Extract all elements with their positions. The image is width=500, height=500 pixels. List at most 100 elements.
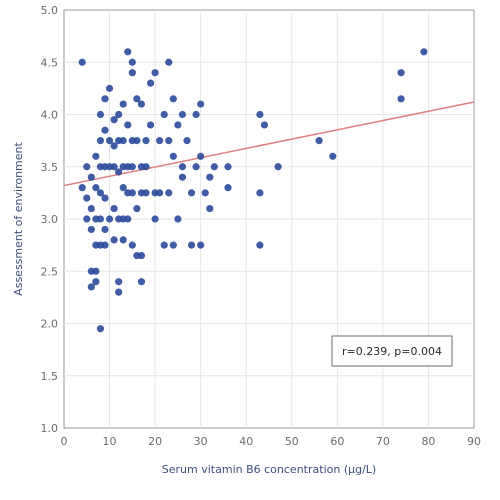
- data-point: [197, 100, 205, 108]
- data-point: [165, 189, 173, 197]
- x-tick-label: 90: [467, 435, 481, 448]
- stat-annotation-box: r=0.239, p=0.004: [331, 335, 453, 367]
- y-tick-label: 3.5: [41, 161, 59, 174]
- data-point: [187, 189, 196, 197]
- data-point: [128, 69, 136, 77]
- data-point: [110, 142, 118, 150]
- y-axis-label: Assessment of environment: [12, 141, 25, 295]
- data-point: [156, 189, 164, 197]
- data-point: [133, 137, 141, 145]
- x-tick-labels: 0 10 20 30 40 50 60 70 80 90: [61, 435, 482, 448]
- y-tick-label: 4.5: [41, 56, 59, 69]
- data-point: [83, 215, 91, 223]
- data-point: [397, 69, 405, 77]
- x-tick-label: 40: [239, 435, 253, 448]
- y-tick-label: 1.0: [41, 422, 59, 435]
- data-point: [96, 325, 105, 333]
- data-point: [169, 95, 177, 103]
- data-point: [83, 194, 91, 202]
- data-point: [146, 79, 155, 87]
- data-point: [174, 215, 182, 223]
- data-point: [115, 288, 123, 296]
- regression-line: [63, 101, 475, 187]
- data-point: [96, 137, 105, 145]
- data-point: [83, 163, 91, 171]
- data-point: [119, 236, 127, 244]
- data-point: [87, 173, 95, 181]
- data-point: [96, 110, 105, 119]
- x-tick-label: 0: [61, 435, 68, 448]
- data-point: [101, 95, 109, 103]
- y-tick-label: 3.0: [41, 213, 59, 226]
- data-point: [142, 189, 150, 197]
- data-point: [87, 204, 95, 213]
- y-tick-label: 4.0: [41, 109, 59, 122]
- data-point: [115, 168, 123, 176]
- data-point: [174, 121, 182, 129]
- data-point: [110, 204, 118, 213]
- data-point: [105, 137, 114, 145]
- data-point: [105, 84, 114, 92]
- data-point: [128, 189, 136, 197]
- data-point: [87, 225, 95, 234]
- stat-annotation-text: r=0.239, p=0.004: [342, 345, 442, 358]
- x-tick-label: 20: [148, 435, 162, 448]
- data-point: [128, 241, 136, 249]
- data-point: [197, 152, 205, 160]
- data-point: [110, 236, 118, 244]
- data-point: [124, 121, 132, 129]
- data-point: [206, 204, 214, 213]
- data-point: [92, 267, 100, 275]
- x-axis-label: Serum vitamin B6 concentration (μg/L): [162, 463, 376, 476]
- data-point: [224, 184, 232, 192]
- data-point: [96, 215, 105, 223]
- data-point: [274, 163, 282, 171]
- data-point: [146, 121, 155, 129]
- data-point: [101, 225, 109, 234]
- data-point: [165, 58, 173, 66]
- data-point: [124, 215, 132, 223]
- y-tick-label: 1.5: [41, 370, 59, 383]
- data-points: [78, 48, 428, 333]
- data-point: [156, 137, 164, 145]
- data-point: [315, 137, 323, 145]
- data-point: [124, 48, 132, 56]
- data-point: [160, 110, 168, 119]
- data-point: [101, 241, 109, 249]
- data-point: [256, 241, 264, 249]
- x-tick-label: 80: [421, 435, 435, 448]
- data-point: [142, 137, 150, 145]
- x-tick-label: 60: [330, 435, 344, 448]
- y-tick-label: 5.0: [41, 4, 59, 17]
- data-point: [119, 100, 127, 108]
- data-point: [192, 163, 200, 171]
- data-point: [329, 152, 337, 160]
- y-tick-labels: 1.0 1.5 2.0 2.5 3.0 3.5 4.0 4.5 5.0: [41, 4, 59, 435]
- data-point: [256, 110, 264, 119]
- data-point: [115, 110, 123, 119]
- data-point: [260, 121, 269, 129]
- data-point: [178, 163, 187, 171]
- data-point: [137, 100, 146, 108]
- data-point: [101, 126, 109, 134]
- data-point: [110, 116, 118, 124]
- data-point: [133, 95, 141, 103]
- stat-box-border: [331, 335, 453, 367]
- data-point: [210, 163, 218, 171]
- data-point: [169, 152, 177, 160]
- data-point: [160, 241, 168, 249]
- data-point: [165, 137, 173, 145]
- data-point: [119, 137, 127, 145]
- data-point: [87, 283, 95, 291]
- y-tick-label: 2.5: [41, 265, 59, 278]
- data-point: [206, 173, 214, 181]
- data-point: [92, 152, 100, 160]
- data-point: [78, 58, 86, 66]
- data-point: [178, 110, 187, 119]
- data-point: [137, 251, 146, 260]
- data-point: [128, 163, 136, 171]
- data-point: [187, 241, 196, 249]
- data-point: [110, 163, 118, 171]
- data-point: [178, 173, 187, 181]
